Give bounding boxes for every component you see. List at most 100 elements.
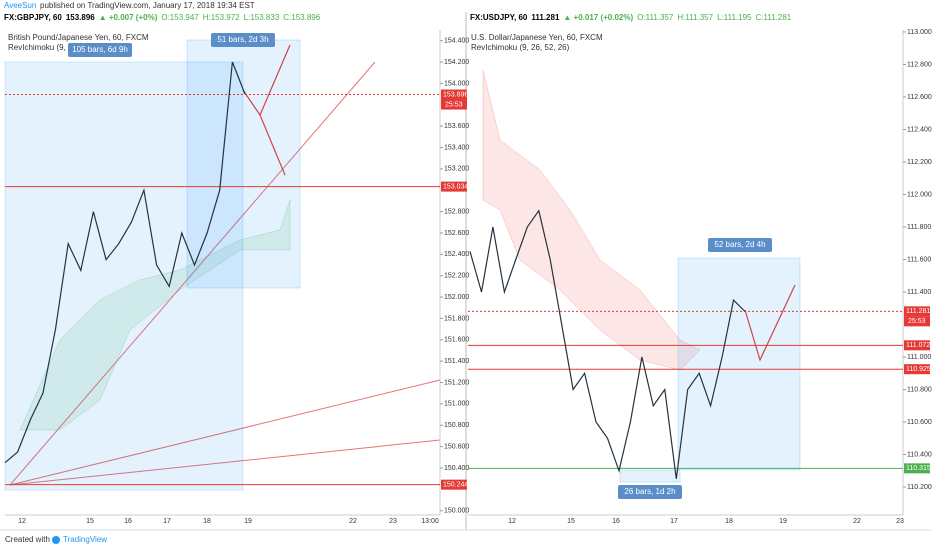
measure-label-bg xyxy=(68,43,132,57)
y-tick-label: 112.200 xyxy=(907,159,932,166)
y-tick-label: 112.000 xyxy=(907,191,932,198)
measure-label: 51 bars, 2d 3h xyxy=(217,35,268,44)
level-label: 111.281 xyxy=(906,308,930,315)
measure-label-bg xyxy=(708,238,772,252)
y-tick-label: 150.400 xyxy=(444,465,469,472)
ohlc: H:153.972 xyxy=(203,13,240,22)
y-tick-label: 152.400 xyxy=(444,251,469,258)
trend-line xyxy=(9,61,376,486)
measure-box xyxy=(4,61,244,491)
publisher[interactable]: AveeSun xyxy=(4,1,36,10)
level-label-bg xyxy=(904,340,930,351)
measure-box xyxy=(186,39,301,289)
footer-brand[interactable]: TradingView xyxy=(63,535,107,544)
trend-line xyxy=(9,439,441,486)
x-tick-label: 18 xyxy=(725,518,733,525)
x-tick-label: 13:00 xyxy=(421,518,439,525)
level-label: 110.925 xyxy=(906,366,931,373)
level-label-bg xyxy=(441,181,467,192)
y-tick-label: 110.200 xyxy=(907,484,932,491)
symbol-info: ▲ +0.017 (+0.02%) xyxy=(563,13,633,22)
y-tick-label: 152.600 xyxy=(444,230,469,237)
ohlc: L:153.833 xyxy=(244,13,280,22)
x-tick-label: 19 xyxy=(779,518,787,525)
level-label: 153.896 xyxy=(443,91,468,98)
ohlc: O:153.947 xyxy=(161,13,199,22)
symbol-info: 111.281 xyxy=(531,13,560,22)
x-tick-label: 16 xyxy=(612,518,620,525)
symbol-info: 153.896 xyxy=(66,13,95,22)
level-label: 111.072 xyxy=(906,342,930,349)
cloud xyxy=(19,199,291,431)
y-tick-label: 151.200 xyxy=(444,379,469,386)
y-tick-label: 151.800 xyxy=(444,315,469,322)
y-tick-label: 112.800 xyxy=(907,61,932,68)
indicator: RevIchimoku (9, 26, 52, 26) xyxy=(471,43,570,52)
y-tick-label: 112.400 xyxy=(907,126,932,133)
instrument-name: U.S. Dollar/Japanese Yen, 60, FXCM xyxy=(471,33,603,42)
y-tick-label: 112.600 xyxy=(907,94,932,101)
countdown-bg xyxy=(904,316,930,327)
instrument-name: British Pound/Japanese Yen, 60, FXCM xyxy=(8,33,149,42)
y-tick-label: 150.800 xyxy=(444,422,469,429)
arrow xyxy=(744,284,796,362)
y-tick-label: 150.600 xyxy=(444,443,469,450)
x-tick-label: 15 xyxy=(86,518,94,525)
published: published on TradingView.com, January 17… xyxy=(40,1,255,10)
level-label-bg xyxy=(441,479,467,490)
x-tick-label: 12 xyxy=(18,518,26,525)
measure-label-bg xyxy=(211,33,275,47)
measure-label: 26 bars, 1d 2h xyxy=(624,487,675,496)
ohlc: C:153.896 xyxy=(283,13,320,22)
y-tick-label: 110.400 xyxy=(907,451,932,458)
measure-box xyxy=(677,257,801,471)
measure-label-bg xyxy=(618,485,682,499)
level-label: 153.034 xyxy=(443,183,468,190)
y-tick-label: 110.800 xyxy=(907,386,932,393)
y-tick-label: 111.600 xyxy=(907,256,931,263)
y-tick-label: 152.200 xyxy=(444,273,469,280)
x-tick-label: 17 xyxy=(670,518,678,525)
symbol-info: ▲ +0.007 (+0%) xyxy=(99,13,158,22)
x-tick-label: 16 xyxy=(124,518,132,525)
y-tick-label: 153.600 xyxy=(444,123,469,130)
y-tick-label: 110.600 xyxy=(907,419,932,426)
y-tick-label: 150.000 xyxy=(444,508,469,515)
symbol-info: FX:USDJPY, 60 xyxy=(470,13,528,22)
y-tick-label: 152.800 xyxy=(444,208,469,215)
level-label: 150.244 xyxy=(443,482,468,489)
x-tick-label: 22 xyxy=(853,518,861,525)
measure-box xyxy=(619,469,681,483)
price-line xyxy=(469,209,746,479)
x-tick-label: 18 xyxy=(203,518,211,525)
level-label-bg xyxy=(441,89,467,100)
countdown: 25:53 xyxy=(908,318,926,325)
level-label-bg xyxy=(904,306,930,317)
y-tick-label: 154.200 xyxy=(444,59,469,66)
level-label-bg xyxy=(904,463,930,474)
y-tick-label: 154.400 xyxy=(444,38,469,45)
x-tick-label: 19 xyxy=(244,518,252,525)
level-label: 110.315 xyxy=(906,465,931,472)
trend-line xyxy=(9,379,441,486)
y-tick-label: 151.400 xyxy=(444,358,469,365)
arrow xyxy=(259,114,286,176)
y-tick-label: 111.000 xyxy=(907,354,931,361)
price-line xyxy=(4,61,246,464)
y-tick-label: 111.400 xyxy=(907,289,931,296)
x-tick-label: 12 xyxy=(508,518,516,525)
ohlc: L:111.195 xyxy=(717,13,752,22)
ohlc: C:111.281 xyxy=(755,13,791,22)
y-tick-label: 154.000 xyxy=(444,80,469,87)
countdown: 25:53 xyxy=(445,101,463,108)
countdown-bg xyxy=(441,99,467,110)
indicator: RevIchimoku (9, 26, 52, 26) xyxy=(8,43,107,52)
measure-label: 105 bars, 6d 9h xyxy=(72,45,128,54)
y-tick-label: 152.000 xyxy=(444,294,469,301)
y-tick-label: 151.000 xyxy=(444,401,469,408)
y-tick-label: 113.000 xyxy=(907,29,932,36)
x-tick-label: 15 xyxy=(567,518,575,525)
x-tick-label: 23 xyxy=(389,518,397,525)
y-tick-label: 153.200 xyxy=(444,166,469,173)
